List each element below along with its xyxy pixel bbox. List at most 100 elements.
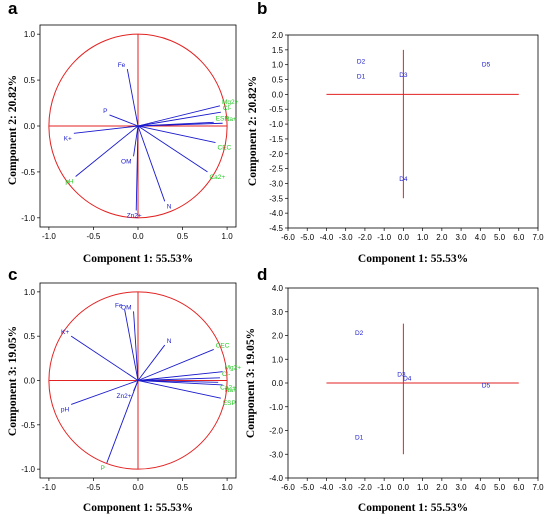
panel-c-letter: c [8,265,17,284]
panel-b-xtick-label: 5.0 [494,233,506,242]
panel-a-vector-label: ESP [216,115,229,122]
panel-b-xtick-label: 1.0 [417,233,429,242]
panel-c-vector [137,349,214,381]
panel-c-ytick-label: 1.0 [24,288,36,297]
panel-c-vector [70,335,139,381]
panel-a-vector-label: N [167,203,172,210]
panel-c-xtick-label: 0.0 [132,483,144,492]
panel-b-xtick-label: -3.0 [339,233,353,242]
panel-a-ytick-label: 0.5 [24,76,36,85]
panel-d-xtick-label: -1.0 [377,483,391,492]
panel-c-vector-label: CEC [216,342,230,349]
panel-a-vector [135,125,139,211]
panel-c-vector-label: K+ [61,329,69,336]
panel-d-point-d2: D2 [355,330,364,337]
panel-a-vector-label: pH [65,179,74,186]
panel-c-vector-label: P [100,465,104,472]
panel-c-vector-label: ESP [223,400,236,407]
panel-a-vector [75,125,139,177]
panel-b-ytick-label: -3.5 [269,194,283,203]
panel-d-xlabel: Component 1: 55.53% [358,502,468,514]
panel-d-xtick-label: -3.0 [339,483,353,492]
panel-b-letter: b [257,0,267,18]
panel-a-vector [137,105,221,127]
panel-a-vector [137,125,166,202]
panel-d-ylabel: Component 3: 19.05% [245,328,257,438]
panel-a-vector [73,125,139,134]
panel-c-xtick-label: -1.0 [42,483,56,492]
panel-b-xtick-label: 7.0 [532,233,544,242]
panel-d-xtick-label: 5.0 [494,483,506,492]
panel-b-point-d2: D2 [357,59,366,66]
panel-b-xtick-label: -6.0 [281,233,295,242]
panel-a-xtick-label: -0.5 [87,232,101,241]
panel-a-vector-label: Mg2+ [222,99,239,106]
panel-a-ytick-label: -1.0 [21,214,35,223]
panel-c-vector-label: Cl- [222,371,230,378]
panel-b-point-d3: D3 [399,72,408,79]
panel-b-ytick-label: -1.5 [269,135,283,144]
panel-c-vector-label: pH [61,406,70,413]
panel-b-xtick-label: -5.0 [300,233,314,242]
panel-d-xtick-label: -2.0 [358,483,372,492]
panel-d-xtick-label: -4.0 [320,483,334,492]
panel-d-ytick-label: -1.0 [269,403,283,412]
panel-d-xtick-label: 2.0 [436,483,448,492]
panel-a-vector [109,114,139,127]
panel-b-xtick-label: -2.0 [358,233,372,242]
panel-a-vector-label: Na+ [225,116,237,123]
panel-c-vector-label: Na+ [225,387,237,394]
panel-a-ylabel: Component 2: 20.82% [7,75,19,185]
panel-a-xlabel: Component 1: 55.53% [83,253,193,265]
panel-a-vector-label: Zn2+ [127,212,142,219]
panel-d-point-d1: D1 [355,435,364,442]
panel-b-ytick-label: -3.0 [269,179,283,188]
panel-a-vector-label: CEC [218,145,232,152]
panel-a-vector-label: Ca2+ [209,174,225,181]
panel-c-xtick-label: 1.0 [222,483,234,492]
panel-d-ytick-label: -4.0 [269,474,283,483]
panel-c-vector [71,380,139,405]
panel-b-xtick-label: 0.0 [398,233,410,242]
panel-c-xtick-label: -0.5 [87,483,101,492]
panel-d-ytick-label: -2.0 [269,427,283,436]
panel-d-xtick-label: 3.0 [456,483,468,492]
panel-d-point-d5: D5 [482,382,491,389]
panel-c-vector [137,380,221,399]
panel-a-vector-label: P [103,108,107,115]
panel-d-xtick-label: 4.0 [475,483,487,492]
panel-b-frame [287,34,539,229]
panel-a-vector [137,111,221,127]
panel-b-ytick-label: -4.5 [269,224,283,233]
panel-d-xtick-label: -5.0 [300,483,314,492]
panel-a-xtick-label: -1.0 [42,232,56,241]
panel-a-ytick-label: 0.0 [24,122,36,131]
panel-d-xtick-label: 1.0 [417,483,429,492]
panel-d-xtick-label: -6.0 [281,483,295,492]
panel-a-vector-label: OM [121,158,131,165]
panel-a-letter: a [8,0,18,18]
panel-c-vector [137,371,223,381]
panel-c-vector [137,380,223,386]
panel-c-vector [133,311,139,381]
panel-b-point-d1: D1 [357,74,366,81]
panel-d-xtick-label: 7.0 [532,483,544,492]
panel-a-ytick-label: -0.5 [21,168,35,177]
panel-b-ytick-label: 1.5 [272,46,284,55]
panel-c-ytick-label: 0.5 [24,332,36,341]
panel-a-ytick-label: 1.0 [24,30,36,39]
panel-b-xtick-label: -4.0 [320,233,334,242]
panel-a-vector [126,68,139,127]
panel-c-ytick-label: 0.0 [24,377,36,386]
panel-b-ytick-label: -2.0 [269,150,283,159]
panel-d-xtick-label: 6.0 [513,483,525,492]
panel-b-xtick-label: 2.0 [436,233,448,242]
panel-b-ytick-label: -4.0 [269,209,283,218]
panel-c-ylabel: Component 3: 19.05% [7,326,19,436]
panel-d-ytick-label: 1.0 [272,355,284,364]
panel-a-vector [133,125,139,157]
panel-d-ytick-label: -3.0 [269,450,283,459]
panel-c-vector-label: OM [121,304,131,311]
